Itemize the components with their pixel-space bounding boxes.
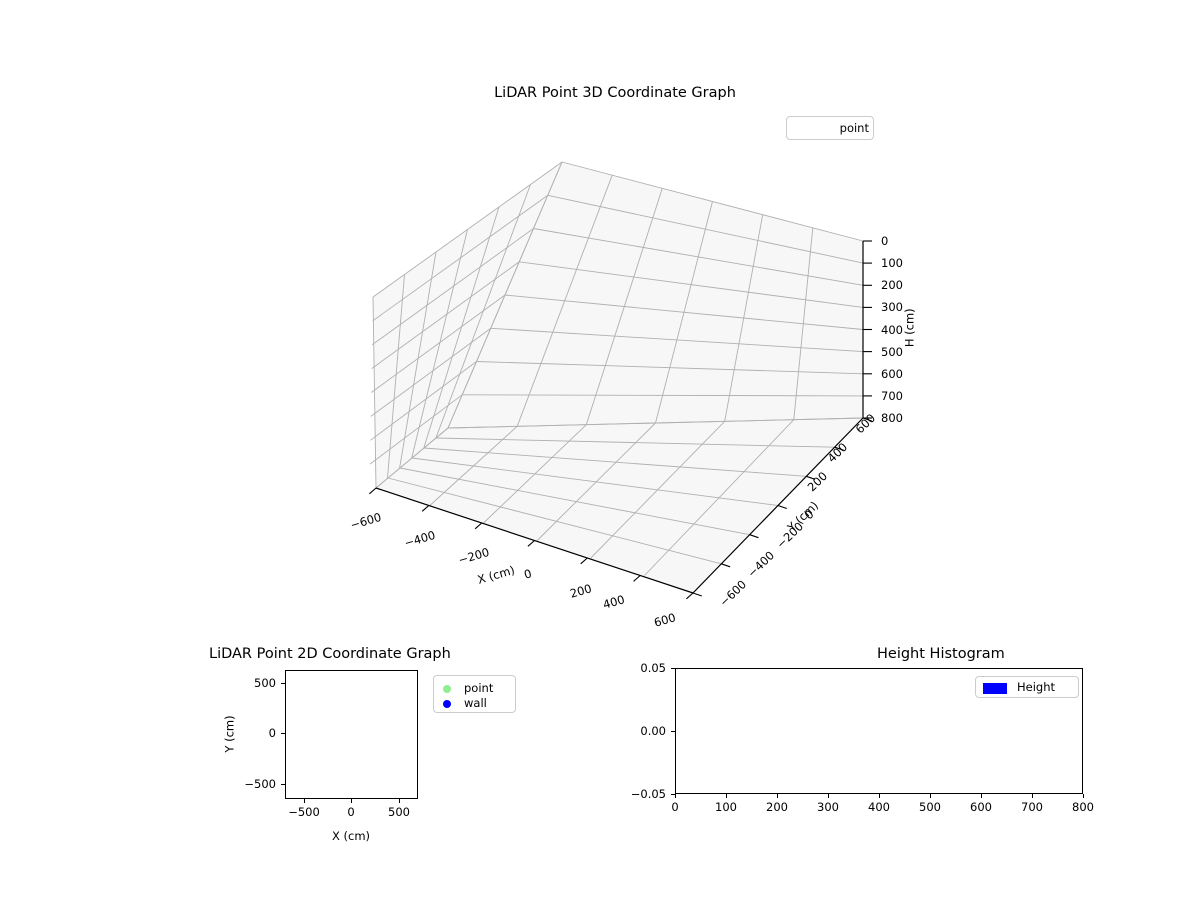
tick-label-x-hist: 500 (919, 800, 941, 814)
tick-x-hist (1083, 794, 1084, 798)
tick-y-hist (671, 794, 675, 795)
tick-label-y-2d: −500 (244, 777, 276, 791)
grid-right-wall (447, 161, 864, 429)
legend-histogram[interactable]: Height (975, 676, 1079, 698)
tick-label-h-3d: 400 (881, 323, 903, 337)
legend-entry-wall: wall (443, 697, 487, 710)
pane-right (448, 162, 863, 428)
pane-left (373, 162, 562, 488)
tick-label-h-3d: 600 (881, 367, 903, 381)
panel-3d-title: LiDAR Point 3D Coordinate Graph (494, 85, 736, 101)
legend-3d[interactable]: point (786, 116, 874, 140)
panel-3d: LiDAR Point 3D Coordinate Graph (349, 85, 917, 630)
ticks-x-3d (369, 487, 694, 600)
tick-label-x-2d: 500 (388, 805, 410, 819)
tick-label-h-3d: 300 (881, 300, 903, 314)
tick-label-y-2d: 500 (254, 676, 276, 690)
pane-floor (376, 418, 863, 593)
tick-label-x-hist: 600 (970, 800, 992, 814)
legend-label: point (839, 121, 869, 136)
tick-x-2d (351, 799, 352, 803)
axis-label-x-2d: X (cm) (331, 829, 371, 843)
axis-label-h-3d: H (cm) (902, 308, 917, 348)
legend-2d[interactable]: point wall (433, 675, 516, 713)
tick-x-hist (1032, 794, 1033, 798)
tick-label-x-hist: 200 (766, 800, 788, 814)
tick-label-y-hist: 0.05 (640, 661, 666, 675)
tick-label-h-3d: 800 (881, 411, 903, 425)
ticks-y-3d (692, 417, 872, 597)
tick-label-x-2d: 0 (347, 805, 355, 819)
panel-histogram: Height Histogram 0.05 0.00 −0.05 0 100 2… (600, 630, 1200, 900)
panel-hist-title: Height Histogram (877, 646, 1005, 662)
tick-label-x-hist: 0 (671, 800, 679, 814)
axes-3d (369, 161, 872, 600)
tick-label-y-hist: 0.00 (640, 724, 666, 738)
wall-marker-icon (443, 699, 451, 708)
tick-x-2d (399, 799, 400, 803)
tick-y-2d (281, 683, 285, 684)
tick-label-x-hist: 400 (868, 800, 890, 814)
tick-label-x-hist: 100 (715, 800, 737, 814)
tick-label-x-hist: 300 (817, 800, 839, 814)
tick-x-hist (726, 794, 727, 798)
tick-x-hist (981, 794, 982, 798)
axes-2d[interactable] (285, 670, 418, 799)
point-marker-icon (443, 684, 451, 693)
tick-label-y-hist: −0.05 (630, 787, 666, 801)
legend-label: point (464, 680, 494, 695)
tick-label-h-3d: 700 (881, 389, 903, 403)
tick-label-x-2d: −500 (288, 805, 320, 819)
panel-2d-title: LiDAR Point 2D Coordinate Graph (209, 646, 451, 662)
legend-entry-point: point (443, 682, 493, 695)
legend-label: wall (464, 695, 487, 710)
tick-x-2d (304, 799, 305, 803)
tick-label-x-hist: 700 (1021, 800, 1043, 814)
tick-x-hist (930, 794, 931, 798)
tick-y-hist (671, 731, 675, 732)
legend-label: Height (1017, 680, 1056, 695)
axis-label-y-2d: Y (cm) (222, 715, 237, 753)
tick-x-hist (675, 794, 676, 798)
ticks-h-3d (863, 240, 872, 419)
tick-x-hist (828, 794, 829, 798)
height-color-swatch-icon (983, 682, 1007, 694)
tick-label-y-2d: 0 (268, 726, 276, 740)
tick-y-hist (671, 668, 675, 669)
tick-label-x-hist: 800 (1072, 800, 1094, 814)
tick-label-h-3d: 100 (881, 256, 903, 270)
tick-x-hist (879, 794, 880, 798)
legend-entry-height: Height (983, 682, 1055, 694)
tick-x-hist (777, 794, 778, 798)
legend-entry-point: point (793, 122, 869, 136)
panel-2d: LiDAR Point 2D Coordinate Graph 500 0 −5… (0, 630, 560, 900)
tick-label-h-3d: 0 (881, 234, 889, 248)
tick-label-h-3d: 500 (881, 345, 903, 359)
tick-label-h-3d: 200 (881, 278, 903, 292)
tick-y-2d (281, 784, 285, 785)
tick-y-2d (281, 733, 285, 734)
